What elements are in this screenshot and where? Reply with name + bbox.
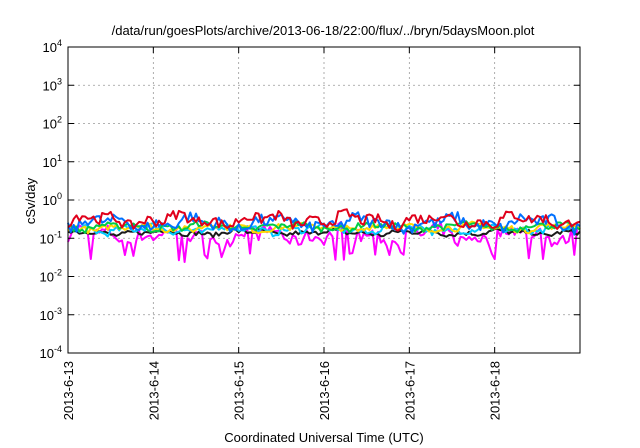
y-tick-label: 104 xyxy=(43,38,62,55)
x-tick-label: 2013-6-17 xyxy=(402,361,417,420)
x-tick-label: 2013-6-18 xyxy=(488,361,503,420)
series-line-7 xyxy=(67,208,581,232)
y-tick-label: 10-4 xyxy=(40,344,62,361)
y-tick-label: 10-1 xyxy=(40,229,62,246)
y-tick-label: 101 xyxy=(43,153,62,170)
y-tick-label: 102 xyxy=(43,115,62,132)
x-tick-label: 2013-6-15 xyxy=(232,361,247,420)
y-tick-label: 10-2 xyxy=(40,268,62,285)
series-layer xyxy=(67,208,581,263)
series-line-1 xyxy=(67,220,581,263)
x-axis-label: Coordinated Universal Time (UTC) xyxy=(224,430,423,445)
y-tick-label: 10-3 xyxy=(40,306,62,323)
y-tick-label: 103 xyxy=(43,76,62,93)
x-tick-label: 2013-6-13 xyxy=(61,361,76,420)
y-tick-label: 100 xyxy=(43,191,62,208)
x-axis: 2013-6-13 2013-6-14 2013-6-15 2013-6-16 2013… xyxy=(61,47,503,420)
chart-title: /data/run/goesPlots/archive/2013-06-18/2… xyxy=(112,23,535,38)
y-axis: 104 103 102 101 100 10-1 10-2 10-3 10-4 xyxy=(40,38,580,361)
y-axis-label: cSv/day xyxy=(23,177,38,224)
series-line-6 xyxy=(67,211,581,236)
x-tick-label: 2013-6-14 xyxy=(146,361,161,420)
grid xyxy=(68,47,580,353)
x-tick-label: 2013-6-16 xyxy=(317,361,332,420)
